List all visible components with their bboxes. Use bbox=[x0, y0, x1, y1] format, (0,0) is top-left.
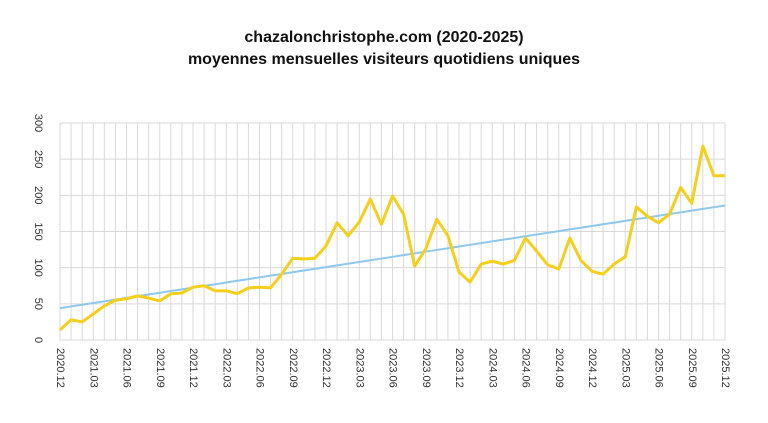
x-tick-label: 2021.03 bbox=[87, 348, 99, 388]
x-tick-label: 2020.12 bbox=[54, 348, 66, 388]
y-tick-label: 250 bbox=[32, 150, 44, 168]
y-tick-label: 150 bbox=[32, 222, 44, 240]
x-tick-label: 2021.09 bbox=[154, 348, 166, 388]
x-tick-label: 2023.03 bbox=[353, 348, 365, 388]
x-tick-label: 2021.06 bbox=[121, 348, 133, 388]
x-tick-label: 2023.09 bbox=[420, 348, 432, 388]
x-tick-label: 2025.09 bbox=[686, 348, 698, 388]
x-tick-label: 2022.03 bbox=[220, 348, 232, 388]
y-tick-label: 50 bbox=[32, 298, 44, 310]
series-line bbox=[59, 204, 726, 310]
x-tick-label: 2022.12 bbox=[320, 348, 332, 388]
y-tick-label: 200 bbox=[32, 186, 44, 204]
chart-title: chazalonchristophe.com (2020-2025) bbox=[244, 29, 523, 46]
x-tick-label: 2025.03 bbox=[619, 348, 631, 388]
x-tick-label: 2024.09 bbox=[553, 348, 565, 388]
x-tick-label: 2023.06 bbox=[387, 348, 399, 388]
x-tick-label: 2021.12 bbox=[187, 348, 199, 388]
chart-subtitle: moyennes mensuelles visiteurs quotidiens… bbox=[188, 51, 580, 68]
x-tick-label: 2025.12 bbox=[719, 348, 731, 388]
x-tick-label: 2024.12 bbox=[586, 348, 598, 388]
series-line bbox=[58, 144, 725, 331]
x-tick-label: 2024.03 bbox=[486, 348, 498, 388]
y-tick-label: 0 bbox=[32, 337, 44, 343]
x-tick-label: 2023.12 bbox=[453, 348, 465, 388]
y-tick-label: 100 bbox=[32, 258, 44, 276]
y-tick-label: 300 bbox=[32, 114, 44, 132]
x-tick-label: 2025.06 bbox=[653, 348, 665, 388]
x-tick-label: 2024.06 bbox=[520, 348, 532, 388]
x-tick-label: 2022.06 bbox=[254, 348, 266, 388]
x-tick-label: 2022.09 bbox=[287, 348, 299, 388]
